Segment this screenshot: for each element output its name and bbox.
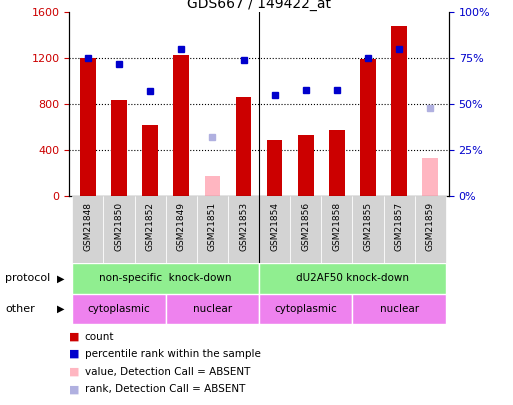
- Bar: [384, 196, 415, 263]
- Bar: [321, 196, 352, 263]
- Text: protocol: protocol: [5, 273, 50, 283]
- Bar: [298, 135, 313, 196]
- Text: GSM21853: GSM21853: [239, 202, 248, 251]
- Text: nuclear: nuclear: [380, 304, 419, 314]
- Text: GSM21858: GSM21858: [332, 202, 341, 251]
- Text: GSM21851: GSM21851: [208, 202, 217, 251]
- Text: ■: ■: [69, 349, 80, 359]
- Bar: [391, 26, 407, 196]
- Text: ▶: ▶: [57, 273, 65, 283]
- Bar: [134, 196, 166, 263]
- Text: GSM21859: GSM21859: [426, 202, 435, 251]
- Text: value, Detection Call = ABSENT: value, Detection Call = ABSENT: [85, 367, 250, 377]
- Text: cytoplasmic: cytoplasmic: [88, 304, 150, 314]
- Bar: [72, 263, 259, 294]
- Bar: [259, 263, 446, 294]
- Text: other: other: [5, 304, 35, 314]
- Text: cytoplasmic: cytoplasmic: [274, 304, 337, 314]
- Text: non-specific  knock-down: non-specific knock-down: [100, 273, 232, 283]
- Text: ▶: ▶: [57, 304, 65, 314]
- Bar: [259, 294, 352, 324]
- Bar: [329, 130, 345, 196]
- Text: GSM21857: GSM21857: [394, 202, 404, 251]
- Bar: [352, 294, 446, 324]
- Text: rank, Detection Call = ABSENT: rank, Detection Call = ABSENT: [85, 384, 245, 394]
- Bar: [228, 196, 259, 263]
- Text: ■: ■: [69, 367, 80, 377]
- Bar: [104, 196, 134, 263]
- Text: count: count: [85, 332, 114, 341]
- Bar: [259, 196, 290, 263]
- Bar: [166, 294, 259, 324]
- Bar: [143, 125, 158, 196]
- Bar: [72, 196, 104, 263]
- Bar: [415, 196, 446, 263]
- Bar: [197, 196, 228, 263]
- Bar: [80, 58, 96, 196]
- Bar: [236, 97, 251, 196]
- Text: GSM21850: GSM21850: [114, 202, 124, 251]
- Bar: [290, 196, 321, 263]
- Bar: [72, 294, 166, 324]
- Bar: [267, 140, 282, 196]
- Bar: [422, 158, 438, 196]
- Bar: [360, 60, 376, 196]
- Text: dU2AF50 knock-down: dU2AF50 knock-down: [296, 273, 409, 283]
- Text: GSM21852: GSM21852: [146, 202, 154, 251]
- Text: GSM21848: GSM21848: [84, 202, 92, 251]
- Text: GSM21855: GSM21855: [364, 202, 372, 251]
- Text: GSM21849: GSM21849: [177, 202, 186, 251]
- Text: nuclear: nuclear: [193, 304, 232, 314]
- Bar: [205, 176, 220, 196]
- Bar: [173, 55, 189, 196]
- Bar: [352, 196, 384, 263]
- Title: GDS667 / 149422_at: GDS667 / 149422_at: [187, 0, 331, 11]
- Text: ■: ■: [69, 332, 80, 341]
- Text: percentile rank within the sample: percentile rank within the sample: [85, 349, 261, 359]
- Text: ■: ■: [69, 384, 80, 394]
- Bar: [166, 196, 197, 263]
- Text: GSM21856: GSM21856: [301, 202, 310, 251]
- Text: GSM21854: GSM21854: [270, 202, 279, 251]
- Bar: [111, 100, 127, 196]
